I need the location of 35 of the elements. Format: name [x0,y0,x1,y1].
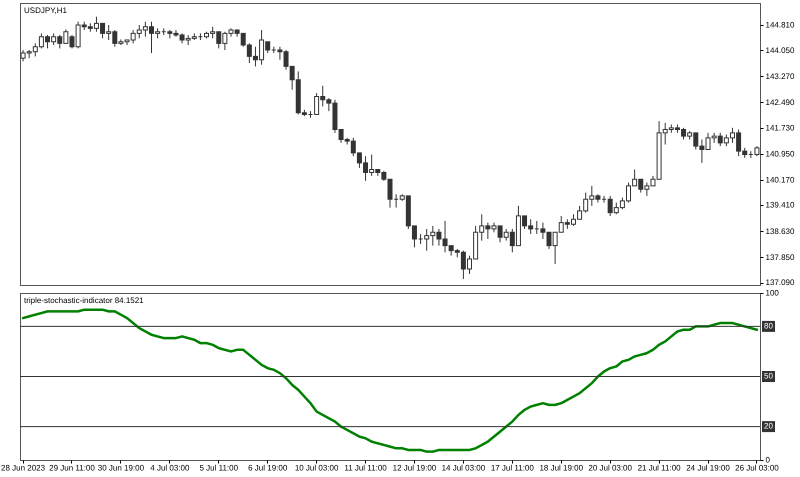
x-tick-label: 14 Jul 03:00 [442,464,486,472]
x-tick-label: 10 Jul 03:00 [294,464,339,472]
x-tick-label: 24 Jul 19:00 [686,464,730,472]
ref-line-label: 50 [764,372,774,380]
y-tick-label: 140.170 [766,175,795,184]
x-tick-label: 17 Jul 11:00 [490,464,534,472]
y-tick-label: 144.050 [766,46,795,55]
y-tick-label: 141.730 [766,123,795,132]
y-tick-label: 143.270 [766,72,795,81]
chart-title: triple-stochastic-indicator 84.1521 [24,296,144,305]
y-tick-label: 100 [766,288,780,298]
chart-title: USDJPY,H1 [24,6,68,15]
x-tick-label: 6 Jul 19:00 [248,464,288,472]
y-tick-label: 139.410 [766,200,795,210]
y-tick-label: 142.490 [766,98,795,107]
ref-line-label: 80 [764,321,774,330]
x-tick-label: 26 Jul 03:00 [735,464,780,472]
y-tick-label: 144.810 [766,20,795,30]
y-tick-label: 140.950 [766,149,795,158]
y-tick-label: 137.090 [766,278,795,288]
y-tick-label: 0 [766,456,770,464]
x-tick-label: 28 Jun 2023 [1,464,46,472]
x-tick-label: 29 Jun 11:00 [49,464,96,472]
x-tick-label: 21 Jul 11:00 [638,464,682,472]
x-tick-label: 30 Jun 19:00 [98,464,145,472]
y-tick-label: 138.630 [766,226,795,236]
x-tick-label: 12 Jul 19:00 [392,464,437,472]
x-tick-label: 20 Jul 03:00 [588,464,633,472]
x-tick-label: 4 Jul 03:00 [150,464,190,472]
x-tick-label: 5 Jul 11:00 [199,464,239,472]
x-tick-label: 11 Jul 11:00 [344,464,388,472]
ref-line-label: 20 [764,422,774,431]
x-tick-label: 18 Jul 19:00 [539,464,584,472]
line-series [22,308,758,453]
y-tick-label: 137.850 [766,252,795,262]
